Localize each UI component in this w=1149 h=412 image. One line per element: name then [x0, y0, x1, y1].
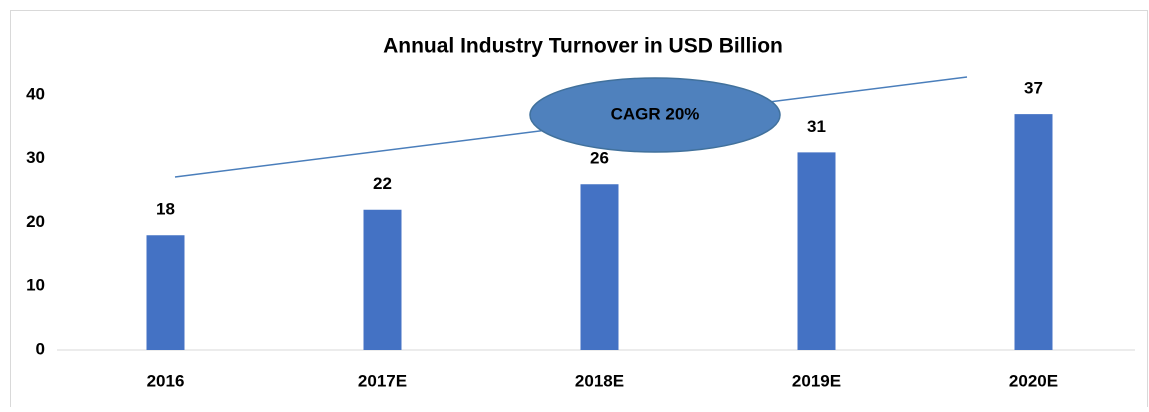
x-tick-label: 2019E: [792, 371, 841, 390]
y-tick-label: 20: [26, 212, 45, 231]
bar: [797, 152, 836, 350]
bar: [1014, 114, 1053, 350]
annotation-ellipse: [529, 77, 781, 153]
data-label: 22: [373, 174, 392, 193]
data-label: 37: [1024, 79, 1043, 98]
y-tick-label: 40: [26, 84, 45, 103]
y-tick-label: 10: [26, 276, 45, 295]
x-tick-label: 2020E: [1009, 371, 1058, 390]
annotation: CAGR 20%: [611, 104, 700, 123]
y-tick-label: 30: [26, 148, 45, 167]
x-tick-label: 2017E: [358, 371, 407, 390]
bar: [363, 209, 402, 350]
x-tick-label: 2016: [147, 371, 185, 390]
y-tick-label: 0: [36, 339, 45, 358]
bar: [146, 235, 185, 350]
bar: [580, 184, 619, 350]
data-label: 18: [156, 200, 175, 219]
data-label: 26: [590, 149, 609, 168]
data-label: 31: [807, 117, 826, 136]
chart-title: Annual Industry Turnover in USD Billion: [383, 35, 783, 58]
x-tick-label: 2018E: [575, 371, 624, 390]
